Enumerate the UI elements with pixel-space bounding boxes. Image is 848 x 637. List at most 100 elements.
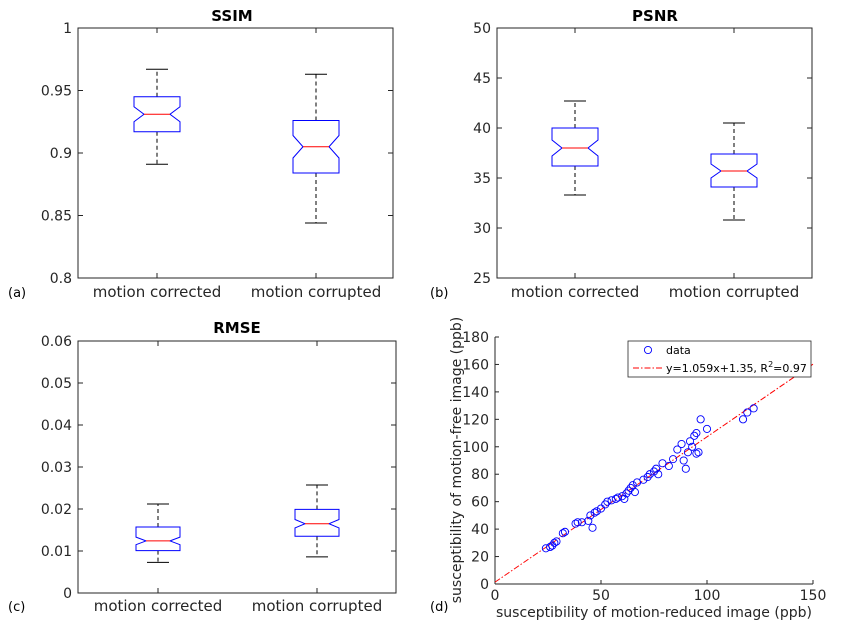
rmse-y-tick-label: 0.02 [41,502,72,518]
scatter-y-tick-label: 0 [480,577,489,593]
scatter-x-ticks: 0 50 100 150 [491,580,827,604]
rmse-y-tick-label: 0.06 [41,334,72,350]
panel-b-psnr: PSNR 25 30 35 40 45 50 motion corrected motio… [430,7,813,301]
psnr-cat-corrupted: motion corrupted [669,283,799,301]
scatter-y-tick-label: 160 [462,357,489,373]
scatter-point [586,511,595,520]
scatter-y-tick-label: 40 [471,522,489,538]
scatter-point [649,467,659,476]
ssim-y-tick-label: 1 [63,21,72,37]
scatter-y-ticks: 0 20 40 60 80 100 120 140 160 180 [462,330,499,593]
psnr-y-tick-label: 45 [473,71,491,87]
scatter-point [560,527,570,536]
scatter-point [622,489,631,498]
panel-label-d: (d) [430,600,448,615]
rmse-cat-corrected: motion corrected [94,597,223,615]
scatter-points [541,404,758,553]
ssim-title: SSIM [211,7,252,25]
ssim-box-1 [133,96,181,133]
scatter-point [643,472,652,482]
scatter-point [688,442,697,451]
rmse-axes-frame [77,340,397,594]
scatter-point [603,497,612,506]
scatter-point [620,494,629,503]
legend-fit-sup: 2 [768,360,773,369]
scatter-y-tick-label: 60 [471,495,489,511]
panel-label-b: (b) [430,286,448,301]
scatter-point [669,455,678,464]
scatter-point [673,445,682,454]
fit-line [494,363,814,583]
scatter-point [664,461,673,471]
scatter-point [690,431,699,440]
rmse-y-ticks: 0 0.01 0.02 0.03 0.04 0.05 0.06 [41,334,396,602]
panel-a-ssim: SSIM 0.8 0.85 0.9 0.95 1 motion corrected mo… [8,7,394,301]
rmse-y-tick-label: 0.05 [41,376,72,392]
ssim-y-ticks: 0.8 0.85 0.9 0.95 1 [41,21,393,287]
scatter-point [696,415,705,424]
scatter-y-tick-label: 20 [471,550,489,566]
ssim-y-tick-label: 0.9 [50,146,72,162]
scatter-point [654,470,663,479]
scatter-point [639,475,648,484]
psnr-y-tick-label: 50 [473,21,491,37]
rmse-title: RMSE [213,319,261,337]
scatter-y-tick-label: 120 [462,412,489,428]
scatter-x-tick-label: 100 [694,588,721,604]
rmse-cat-corrupted: motion corrupted [252,597,382,615]
scatter-legend: data y=1.059x+1.35, R2=0.97 [627,340,812,378]
scatter-point [613,493,623,502]
scatter-x-tick-label: 0 [491,588,500,604]
psnr-box-1 [551,127,599,167]
scatter-x-tick-label: 50 [592,588,610,604]
scatter-point [683,448,692,457]
scatter-point [702,424,712,433]
scatter-point [550,538,559,547]
ssim-axes-frame [77,27,394,279]
rmse-boxes [135,484,340,563]
rmse-y-tick-label: 0.04 [41,418,72,434]
psnr-y-tick-label: 35 [473,171,491,187]
scatter-point [626,483,635,492]
scatter-x-tick-label: 150 [800,588,827,604]
scatter-point [652,464,661,473]
ssim-cat-corrupted: motion corrupted [251,283,381,301]
scatter-point [546,542,555,552]
scatter-point [590,508,599,517]
scatter-point [592,507,601,516]
scatter-point [681,464,690,473]
legend-box [627,340,812,378]
scatter-point [749,404,758,413]
ssim-box-2 [292,120,340,174]
legend-fit-suffix: =0.97 [773,362,807,375]
scatter-point [573,518,582,527]
legend-fit-text: y=1.059x+1.35, R [666,362,768,375]
legend-marker-data [643,345,653,355]
rmse-y-tick-label: 0 [63,586,72,602]
scatter-y-label: susceptibility of motion-free image (ppb… [449,317,465,604]
scatter-point [630,488,639,497]
panel-label-c: (c) [8,600,25,615]
ssim-boxes [133,68,340,224]
legend-label-data: data [666,344,691,357]
scatter-point [624,486,633,495]
panel-d-scatter: 0 50 100 150 0 20 40 60 80 100 120 140 160 180 data … [430,317,826,621]
scatter-point [679,456,688,465]
scatter-point [738,415,748,424]
psnr-boxes [551,100,758,221]
scatter-point [692,429,701,438]
scatter-x-label: susceptibility of motion-reduced image (… [496,605,812,621]
scatter-y-tick-label: 100 [462,440,489,456]
psnr-y-tick-label: 30 [473,221,491,237]
psnr-y-ticks: 25 30 35 40 45 50 [473,21,812,287]
panel-label-a: (a) [8,286,26,301]
psnr-y-tick-label: 25 [473,271,491,287]
scatter-point [552,537,561,546]
ssim-y-tick-label: 0.8 [50,271,72,287]
scatter-point [571,519,580,528]
ssim-cat-corrected: motion corrected [93,283,222,301]
scatter-y-tick-label: 80 [471,467,489,483]
scatter-point [694,448,703,457]
legend-label-fit: y=1.059x+1.35, R2=0.97 [666,360,807,375]
